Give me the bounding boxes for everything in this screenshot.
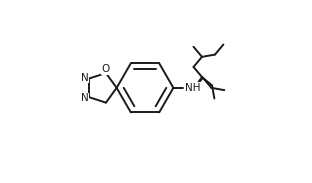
Text: O: O: [102, 64, 110, 74]
Text: N: N: [80, 93, 88, 103]
Text: N: N: [80, 73, 88, 83]
Text: NH: NH: [185, 83, 200, 93]
